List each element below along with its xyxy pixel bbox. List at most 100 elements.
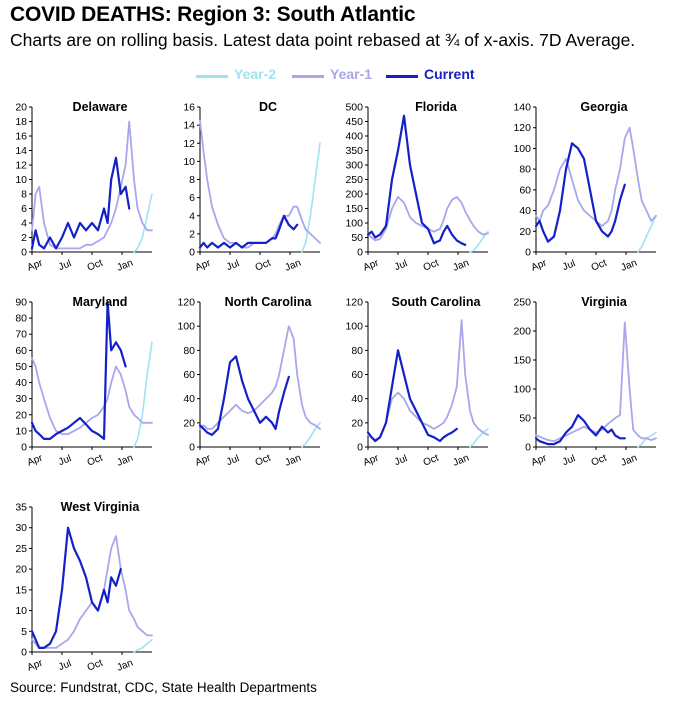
x-tick-label: Jul <box>225 258 241 273</box>
y-tick-label: 0 <box>21 247 27 259</box>
series-line-year-1 <box>31 120 153 250</box>
y-tick-label: 20 <box>183 417 195 429</box>
series-line-year-1 <box>199 325 321 430</box>
x-tick-label: Jan <box>620 258 639 274</box>
y-tick-label: 20 <box>15 564 27 576</box>
legend-swatch-year-2 <box>196 75 228 78</box>
y-tick-label: 60 <box>15 345 27 357</box>
y-tick-label: 140 <box>513 102 531 114</box>
y-tick-label: 20 <box>351 417 363 429</box>
x-tick-label: Jul <box>57 453 73 468</box>
series-line-current <box>198 355 290 436</box>
x-tick-label: Jan <box>116 453 135 469</box>
chart-title: West Virginia <box>61 500 141 514</box>
series-line-current <box>534 142 626 243</box>
chart-title: Maryland <box>73 295 128 309</box>
x-tick-label: Oct <box>86 258 105 274</box>
x-tick-label: Jul <box>393 453 409 468</box>
y-tick-label: 0 <box>525 247 531 259</box>
legend-swatch-year-1 <box>292 75 324 78</box>
x-tick-label: Jan <box>620 453 639 469</box>
y-tick-label: 100 <box>177 321 195 333</box>
y-tick-label: 80 <box>519 164 531 176</box>
series-line-year-1 <box>199 119 321 249</box>
chart-dc: 0 2 4 6 8 10 12 14 16 Apr Jul Oct Jan DC <box>183 100 321 274</box>
y-tick-label: 50 <box>15 361 27 373</box>
series-line-year-2 <box>133 193 153 253</box>
x-tick-label: Apr <box>26 657 45 673</box>
series-line-current <box>534 414 626 446</box>
y-tick-label: 12 <box>183 138 195 150</box>
series-line-current <box>198 214 299 249</box>
y-tick-label: 30 <box>15 393 27 405</box>
legend-swatch-current <box>386 75 418 78</box>
y-tick-label: 0 <box>21 442 27 454</box>
series-line-year-2 <box>469 428 489 448</box>
chart-title: DC <box>259 100 277 114</box>
chart-title: Virginia <box>581 295 628 309</box>
y-tick-label: 4 <box>21 218 27 230</box>
y-tick-label: 40 <box>519 205 531 217</box>
y-tick-label: 100 <box>345 218 363 230</box>
x-tick-label: Jan <box>116 658 135 674</box>
chart-north-carolina: 0 20 40 60 80 100 120 Apr Jul Oct Jan North Carolin… <box>177 295 321 469</box>
series-line-year-2 <box>637 215 657 253</box>
x-tick-label: Jul <box>561 258 577 273</box>
y-tick-label: 8 <box>21 189 27 201</box>
y-tick-label: 0 <box>189 247 195 259</box>
x-tick-label: Oct <box>590 453 609 469</box>
y-tick-label: 6 <box>189 192 195 204</box>
y-tick-label: 350 <box>345 145 363 157</box>
y-tick-label: 5 <box>21 626 27 638</box>
chart-georgia: 0 20 40 60 80 100 120 140 Apr Jul Oct Jan Georgia <box>513 100 657 274</box>
panel-maryland: 0 10 20 30 40 50 60 70 80 90 Apr Jul Oct Jan Maryland <box>0 290 165 480</box>
series-line-year-2 <box>301 142 321 253</box>
source-note: Source: Fundstrat, CDC, State Health Dep… <box>10 680 317 695</box>
y-tick-label: 40 <box>183 393 195 405</box>
y-tick-label: 20 <box>15 409 27 421</box>
x-tick-label: Jan <box>452 453 471 469</box>
y-tick-label: 0 <box>357 442 363 454</box>
x-tick-label: Jul <box>561 453 577 468</box>
y-tick-label: 80 <box>15 313 27 325</box>
x-tick-label: Apr <box>530 257 549 273</box>
y-tick-label: 200 <box>345 189 363 201</box>
y-tick-label: 500 <box>345 102 363 114</box>
y-tick-label: 40 <box>15 377 27 389</box>
y-tick-label: 80 <box>351 345 363 357</box>
x-tick-label: Jul <box>57 658 73 673</box>
y-tick-label: 50 <box>519 413 531 425</box>
y-tick-label: 25 <box>15 543 27 555</box>
chart-delaware: 0 2 4 6 8 10 12 14 16 18 20 Apr Jul Oct Jan Delaware <box>15 100 153 274</box>
x-tick-label: Oct <box>254 258 273 274</box>
y-tick-label: 20 <box>15 102 27 114</box>
x-tick-label: Apr <box>26 257 45 273</box>
x-tick-label: Apr <box>530 452 549 468</box>
x-tick-label: Apr <box>26 452 45 468</box>
x-tick-label: Jan <box>452 258 471 274</box>
y-tick-label: 120 <box>513 122 531 134</box>
page-subtitle: Charts are on rolling basis. Latest data… <box>10 30 636 50</box>
y-tick-label: 400 <box>345 131 363 143</box>
y-tick-label: 10 <box>183 156 195 168</box>
x-tick-label: Oct <box>422 453 441 469</box>
x-tick-label: Apr <box>194 452 213 468</box>
y-tick-label: 15 <box>15 584 27 596</box>
chart-title: Georgia <box>580 100 628 114</box>
y-tick-label: 80 <box>183 345 195 357</box>
x-tick-label: Jul <box>57 258 73 273</box>
y-tick-label: 90 <box>15 297 27 309</box>
y-tick-label: 12 <box>15 160 27 172</box>
panel-virginia: 0 50 100 150 200 250 Apr Jul Oct Jan Virginia <box>504 290 669 480</box>
page-title: COVID DEATHS: Region 3: South Atlantic <box>10 3 416 26</box>
y-tick-label: 2 <box>189 228 195 240</box>
y-tick-label: 14 <box>15 145 27 157</box>
y-tick-label: 0 <box>525 442 531 454</box>
chart-west-virginia: 0 5 10 15 20 25 30 35 Apr Jul Oct Jan West Virginia <box>15 500 153 674</box>
y-tick-label: 0 <box>189 442 195 454</box>
panel-delaware: 0 2 4 6 8 10 12 14 16 18 20 Apr Jul Oct Jan Delaware <box>0 95 165 285</box>
x-tick-label: Jan <box>284 453 303 469</box>
series-line-year-2 <box>133 341 153 448</box>
chart-florida: 0 50 100 150 200 250 300 350 400 450 500 Apr Jul Oct J… <box>345 100 489 274</box>
panel-south-carolina: 0 20 40 60 80 100 120 Apr Jul Oct Jan South Carolin… <box>336 290 501 480</box>
